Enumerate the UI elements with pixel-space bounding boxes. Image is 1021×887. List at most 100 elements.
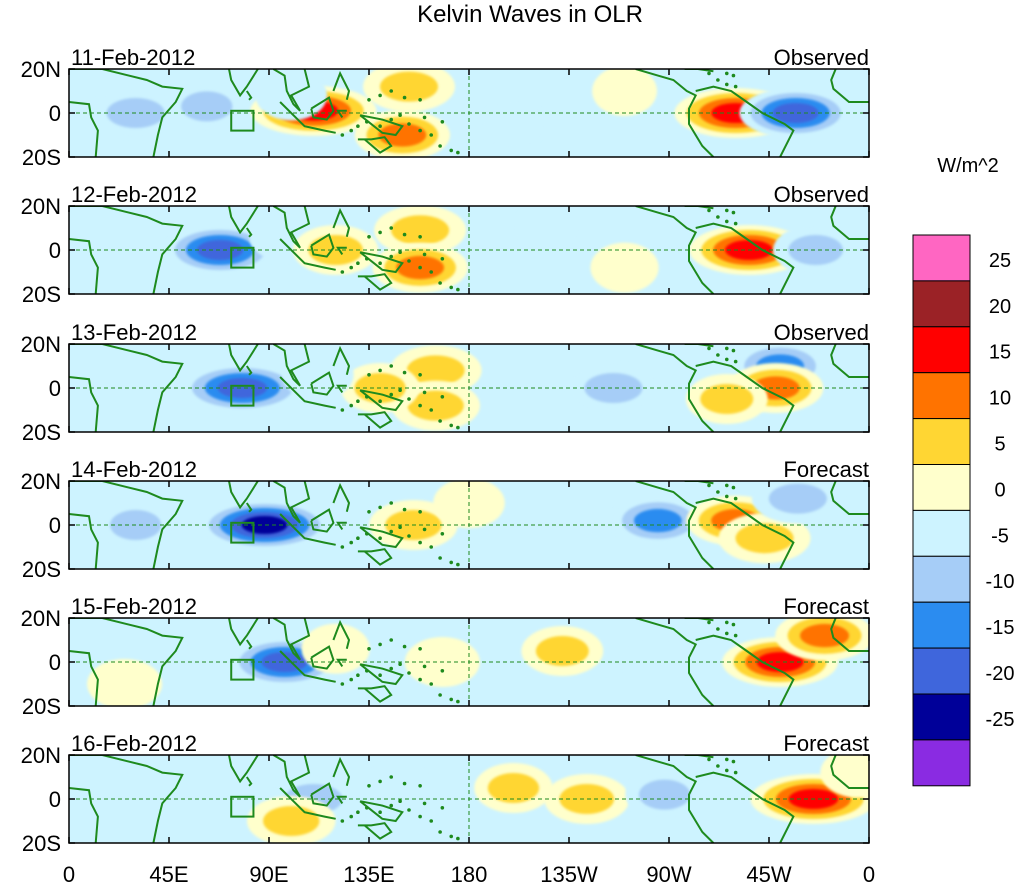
island <box>378 399 382 404</box>
coastline <box>357 822 393 840</box>
island <box>378 642 382 647</box>
island <box>440 257 445 261</box>
island <box>364 806 369 810</box>
x-tick-label: 0 <box>863 862 875 887</box>
island <box>364 257 369 261</box>
panel-status: Observed <box>774 320 869 345</box>
island <box>438 693 442 697</box>
island <box>364 120 369 124</box>
coastline <box>336 795 347 804</box>
panel-field <box>69 344 869 432</box>
island <box>418 647 422 651</box>
island <box>340 819 345 823</box>
island <box>429 819 434 823</box>
island <box>716 764 720 768</box>
coastline <box>695 360 795 432</box>
panel-field <box>69 755 869 843</box>
island <box>716 627 720 631</box>
x-tick-label: 90E <box>249 862 288 887</box>
island <box>364 395 369 399</box>
y-tick-label: 20S <box>22 557 61 582</box>
y-tick-label: 20N <box>21 743 61 768</box>
coastline <box>830 69 869 103</box>
island <box>389 89 394 93</box>
anomaly-contour <box>391 215 450 246</box>
coastline <box>310 233 335 258</box>
coastline <box>695 222 795 294</box>
reference-box <box>230 384 255 407</box>
anomaly-contour <box>380 71 438 102</box>
island <box>378 505 382 510</box>
island <box>440 532 445 536</box>
coastline <box>69 376 99 432</box>
island <box>364 532 369 536</box>
panel-status: Observed <box>774 45 869 70</box>
panel-status: Observed <box>774 182 869 207</box>
island <box>418 98 422 102</box>
island <box>733 633 738 638</box>
island <box>733 84 738 89</box>
island <box>378 810 382 814</box>
anomaly-contour <box>87 659 163 706</box>
coastline <box>310 645 335 670</box>
coastline <box>310 371 335 396</box>
anomaly-contour <box>584 373 643 403</box>
island <box>349 265 354 270</box>
island <box>402 507 407 512</box>
coastline <box>69 513 99 569</box>
island <box>340 133 345 137</box>
island <box>731 348 736 353</box>
x-axis: 0 45E 90E 135E 180 135W 90W 45W 0 <box>63 862 875 887</box>
chart-title: Kelvin Waves in OLR <box>417 1 643 28</box>
coastline <box>272 618 311 661</box>
island <box>449 560 454 565</box>
island <box>367 235 371 239</box>
x-tick-label: 45W <box>746 862 791 887</box>
coastline <box>635 344 715 432</box>
anomaly-contour <box>788 235 843 265</box>
anomaly-contour <box>406 355 465 386</box>
island <box>438 556 442 560</box>
coastline <box>332 345 351 376</box>
coastline <box>635 755 715 843</box>
x-tick-label: 135E <box>343 862 394 887</box>
island <box>707 208 711 213</box>
panel-status: Forecast <box>783 594 869 619</box>
anomaly-contour <box>407 390 464 421</box>
anomaly-contour <box>481 99 546 149</box>
island <box>364 669 369 673</box>
island <box>407 397 411 401</box>
island <box>716 353 720 357</box>
coastline <box>69 787 99 843</box>
island <box>731 759 736 764</box>
y-tick-label: 20S <box>22 831 61 856</box>
island <box>724 208 729 213</box>
island <box>378 93 382 98</box>
coastline <box>245 639 253 650</box>
island <box>733 770 738 775</box>
island <box>389 529 394 534</box>
island <box>456 836 460 841</box>
panel-status: Forecast <box>783 457 869 482</box>
y-tick-label: 0 <box>49 787 61 812</box>
island <box>418 510 422 514</box>
island <box>429 545 434 549</box>
island <box>349 403 354 408</box>
island <box>398 799 402 803</box>
island <box>438 281 442 285</box>
coastline <box>830 344 869 378</box>
island <box>429 133 434 137</box>
coastline <box>272 344 311 387</box>
coastline <box>69 238 99 294</box>
island <box>724 71 729 76</box>
island <box>440 669 445 673</box>
island <box>724 757 729 762</box>
coastline <box>332 207 351 238</box>
coastline <box>279 513 336 546</box>
colorbar: W/m^2 25 20 15 10 5 0 -5 -10 -15 -20 -25 <box>912 155 1014 787</box>
anomaly-contour <box>638 779 691 810</box>
x-tick-label: 45E <box>149 862 188 887</box>
island <box>389 364 394 368</box>
reference-box <box>230 521 255 544</box>
